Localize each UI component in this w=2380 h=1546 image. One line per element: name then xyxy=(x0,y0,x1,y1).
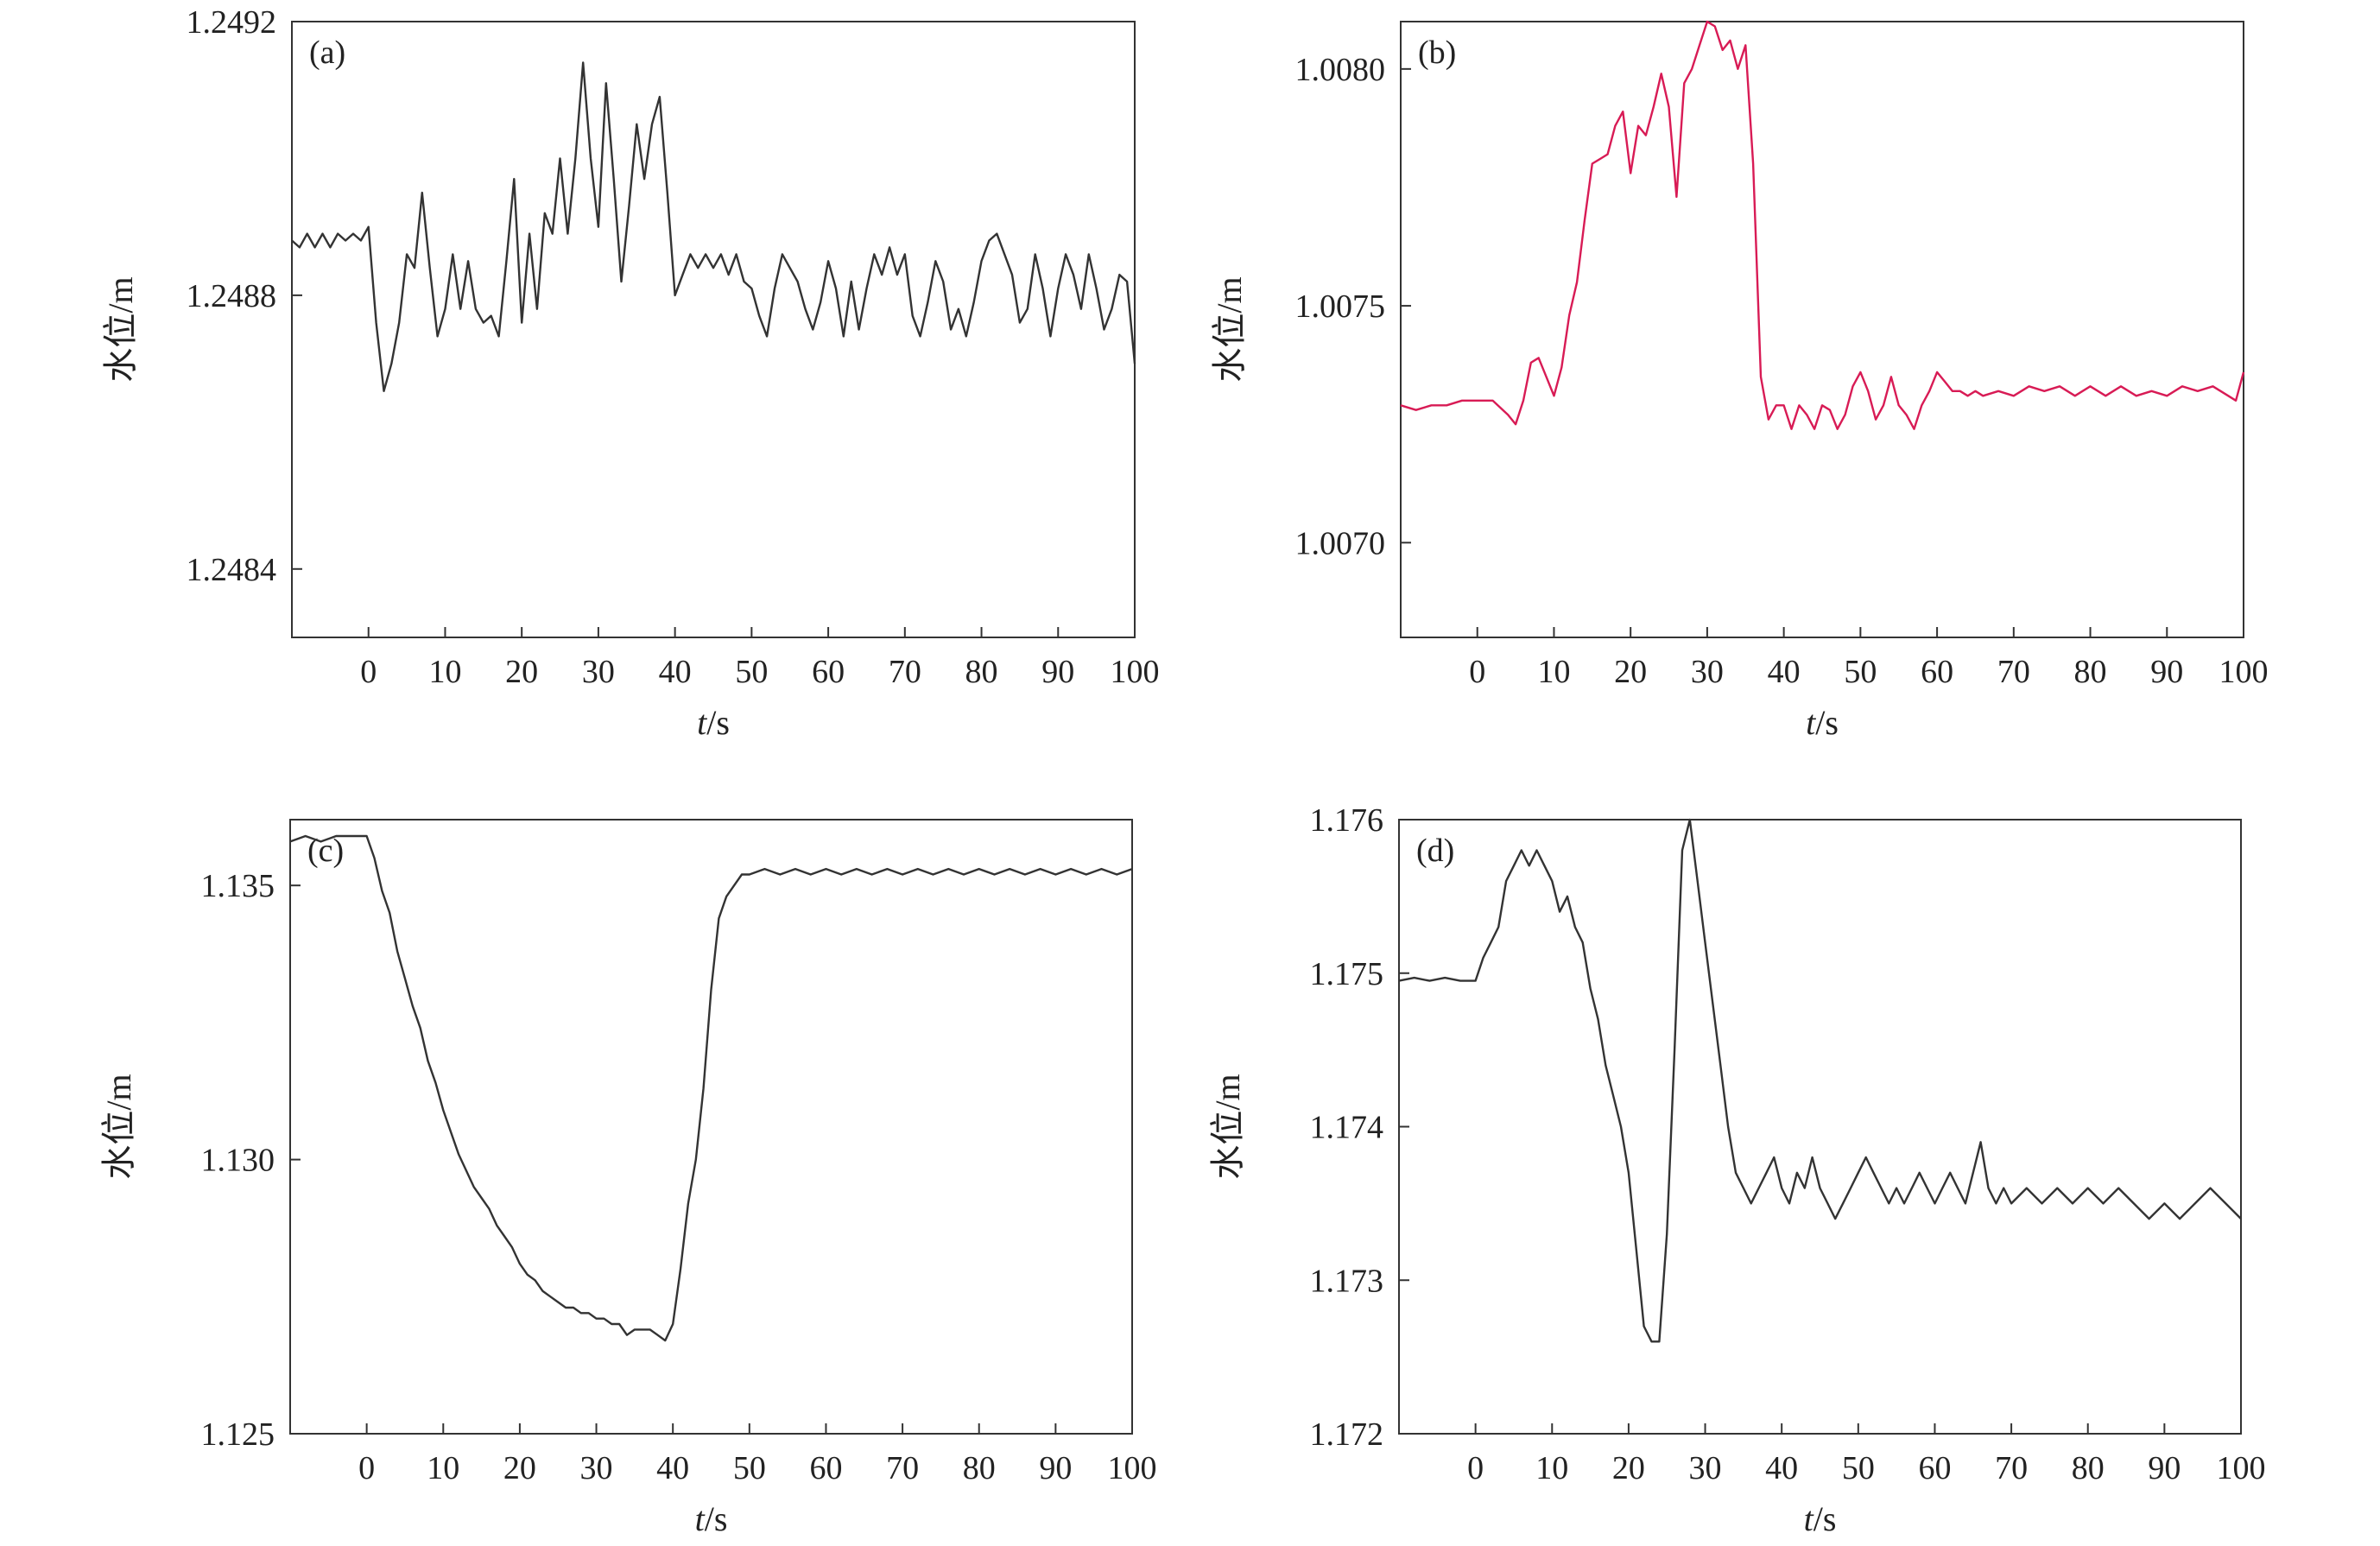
y-tick-label: 1.2492 xyxy=(187,4,277,41)
y-tick-label: 1.176 xyxy=(1310,802,1384,839)
x-tick-label: 50 xyxy=(1844,654,1877,690)
chart-panel: 0 10 20 30 40 50 60 70 80 90 100 1.172 1.173 1.174 1.1… xyxy=(1208,802,2266,1538)
x-tick-label: 70 xyxy=(889,654,921,690)
x-tick-label: 80 xyxy=(2074,654,2107,690)
x-axis-label: t/s xyxy=(1806,703,1839,742)
x-tick-label: 70 xyxy=(1995,1450,2028,1486)
chart-panel: 0 10 20 30 40 50 60 70 80 90 100 1.0070 1.0075 1.0080… xyxy=(1210,20,2269,742)
x-tick-label: 90 xyxy=(2148,1450,2181,1486)
x-tick-label: 30 xyxy=(1689,1450,1722,1486)
x-tick-label: 40 xyxy=(1765,1450,1798,1486)
x-tick-label: 100 xyxy=(1108,1450,1157,1486)
y-tick-label: 1.175 xyxy=(1310,956,1384,992)
x-tick-label: 10 xyxy=(428,654,461,690)
x-tick-label: 90 xyxy=(2150,654,2183,690)
x-tick-label: 30 xyxy=(1691,654,1724,690)
plot-frame xyxy=(289,819,1133,1435)
x-tick-label: 40 xyxy=(656,1450,689,1486)
x-tick-label: 40 xyxy=(1768,654,1801,690)
panel-tag: (b) xyxy=(1418,35,1456,71)
y-tick-label: 1.0070 xyxy=(1295,525,1386,561)
x-tick-label: 0 xyxy=(1467,1450,1484,1486)
series-line xyxy=(289,834,1133,1342)
x-tick-label: 10 xyxy=(1537,654,1570,690)
y-tick-label: 1.125 xyxy=(201,1416,275,1453)
x-tick-label: 0 xyxy=(358,1450,375,1486)
x-tick-label: 0 xyxy=(1469,654,1485,690)
x-tick-label: 60 xyxy=(1921,654,1953,690)
series-line xyxy=(1400,20,2245,430)
x-tick-label: 100 xyxy=(2217,1450,2266,1486)
x-tick-label: 100 xyxy=(1111,654,1160,690)
x-tick-label: 70 xyxy=(886,1450,919,1486)
x-tick-label: 50 xyxy=(1842,1450,1875,1486)
x-tick-label: 100 xyxy=(2219,654,2269,690)
x-axis-label: t/s xyxy=(695,1499,728,1538)
y-tick-label: 1.130 xyxy=(201,1143,275,1179)
x-tick-label: 40 xyxy=(659,654,692,690)
x-axis-label: t/s xyxy=(697,703,730,742)
x-tick-label: 70 xyxy=(1997,654,2030,690)
y-tick-label: 1.0075 xyxy=(1295,288,1386,325)
chart-panel: 0 10 20 30 40 50 60 70 80 90 100 1.125 1.130 1.135 t/s… xyxy=(99,819,1157,1538)
plot-frame xyxy=(291,21,1136,638)
chart-panel: 0 10 20 30 40 50 60 70 80 90 100 1.2484 1.2488 1.2492… xyxy=(101,4,1160,742)
x-tick-label: 0 xyxy=(360,654,377,690)
y-tick-label: 1.135 xyxy=(201,868,275,904)
x-tick-label: 20 xyxy=(1612,1450,1645,1486)
y-tick-label: 1.173 xyxy=(1310,1263,1384,1299)
plot-frame xyxy=(1398,819,2242,1435)
y-tick-label: 1.0080 xyxy=(1295,52,1386,88)
y-tick-label: 1.2484 xyxy=(187,552,277,588)
panel-tag: (a) xyxy=(309,35,345,71)
series-line xyxy=(1398,818,2242,1343)
x-tick-label: 60 xyxy=(1918,1450,1951,1486)
x-tick-label: 60 xyxy=(809,1450,842,1486)
x-tick-label: 20 xyxy=(503,1450,536,1486)
x-axis-label: t/s xyxy=(1804,1499,1837,1538)
x-tick-label: 20 xyxy=(1614,654,1647,690)
x-tick-label: 80 xyxy=(963,1450,996,1486)
x-tick-label: 90 xyxy=(1041,654,1074,690)
x-tick-label: 50 xyxy=(735,654,768,690)
y-axis-label: 水位/m xyxy=(1208,1074,1247,1179)
x-tick-label: 60 xyxy=(812,654,845,690)
x-tick-label: 30 xyxy=(580,1450,613,1486)
x-tick-label: 20 xyxy=(505,654,538,690)
series-line xyxy=(291,61,1136,392)
y-tick-label: 1.172 xyxy=(1310,1416,1384,1453)
plot-frame xyxy=(1400,21,2244,638)
x-tick-label: 30 xyxy=(582,654,615,690)
y-axis-label: 水位/m xyxy=(1210,276,1249,382)
y-tick-label: 1.174 xyxy=(1310,1110,1384,1146)
panel-tag: (d) xyxy=(1416,833,1454,869)
y-axis-label: 水位/m xyxy=(101,276,140,382)
x-tick-label: 90 xyxy=(1039,1450,1072,1486)
x-tick-label: 10 xyxy=(427,1450,459,1486)
x-tick-label: 50 xyxy=(733,1450,766,1486)
x-tick-label: 80 xyxy=(2072,1450,2105,1486)
y-axis-label: 水位/m xyxy=(99,1074,138,1179)
x-tick-label: 10 xyxy=(1535,1450,1568,1486)
x-tick-label: 80 xyxy=(965,654,998,690)
y-tick-label: 1.2488 xyxy=(187,278,277,314)
